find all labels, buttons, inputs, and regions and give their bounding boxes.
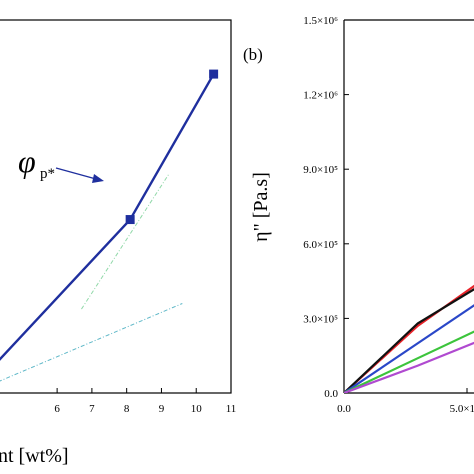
right-series-line-1 <box>344 288 474 393</box>
right-y-tick-label: 3.0×10⁵ <box>303 313 338 325</box>
left-x-tick-label: 10 <box>191 403 203 415</box>
right-x-ticks: 0.0 5.0×10⁴ <box>337 388 474 415</box>
left-main-series <box>0 69 219 361</box>
left-marker <box>125 215 135 225</box>
right-y-tick-label: 6.0×10⁵ <box>303 239 338 251</box>
phi-annotation: φ p* <box>18 143 104 183</box>
right-y-tick-label: 0.0 <box>324 388 338 400</box>
left-guide-line-0 <box>0 303 183 382</box>
panel-label-b: (b) <box>243 45 263 64</box>
left-panel: 6 7 8 9 10 11 nt [wt%] φ p* <box>0 19 236 467</box>
phi-symbol: φ <box>18 143 36 179</box>
right-y-tick-label: 9.0×10⁵ <box>303 164 338 176</box>
phi-arrow-line <box>55 167 97 180</box>
right-panel: (b) 0.0 3.0×10⁵ 6.0×10⁵ 9.0×10⁵ 1.2×10⁶ 1.5×1… <box>243 15 474 415</box>
right-series-line-3 <box>344 330 474 393</box>
left-x-tick-label: 6 <box>54 403 60 415</box>
right-y-tick-label: 1.5×10⁶ <box>303 15 338 27</box>
left-x-ticks: 6 7 8 9 10 11 <box>54 388 236 415</box>
right-y-tick-label: 1.2×10⁶ <box>303 90 338 102</box>
phi-arrowhead <box>92 174 104 183</box>
left-x-tick-label: 9 <box>159 403 165 415</box>
right-x-tick-label: 5.0×10⁴ <box>450 403 474 415</box>
left-marker <box>209 69 219 79</box>
left-x-tick-label: 7 <box>89 403 95 415</box>
right-series-line-0 <box>344 284 474 393</box>
right-series-line-4 <box>344 341 474 393</box>
left-x-axis-label: nt [wt%] <box>0 445 69 467</box>
right-y-ticks: 0.0 3.0×10⁵ 6.0×10⁵ 9.0×10⁵ 1.2×10⁶ 1.5×10⁶ <box>303 15 349 400</box>
left-x-tick-label: 8 <box>124 403 130 415</box>
left-main-line <box>0 73 215 361</box>
left-plot-frame <box>0 19 232 394</box>
left-guide-lines <box>0 174 183 382</box>
right-y-axis-label: η" [Pa.s] <box>250 172 272 242</box>
left-guide-line-1 <box>81 174 169 310</box>
left-x-tick-label: 11 <box>226 403 237 415</box>
right-series-group <box>344 284 474 393</box>
right-x-tick-label: 0.0 <box>337 403 351 415</box>
phi-subscript: p* <box>40 166 55 182</box>
right-series-line-2 <box>344 304 474 393</box>
